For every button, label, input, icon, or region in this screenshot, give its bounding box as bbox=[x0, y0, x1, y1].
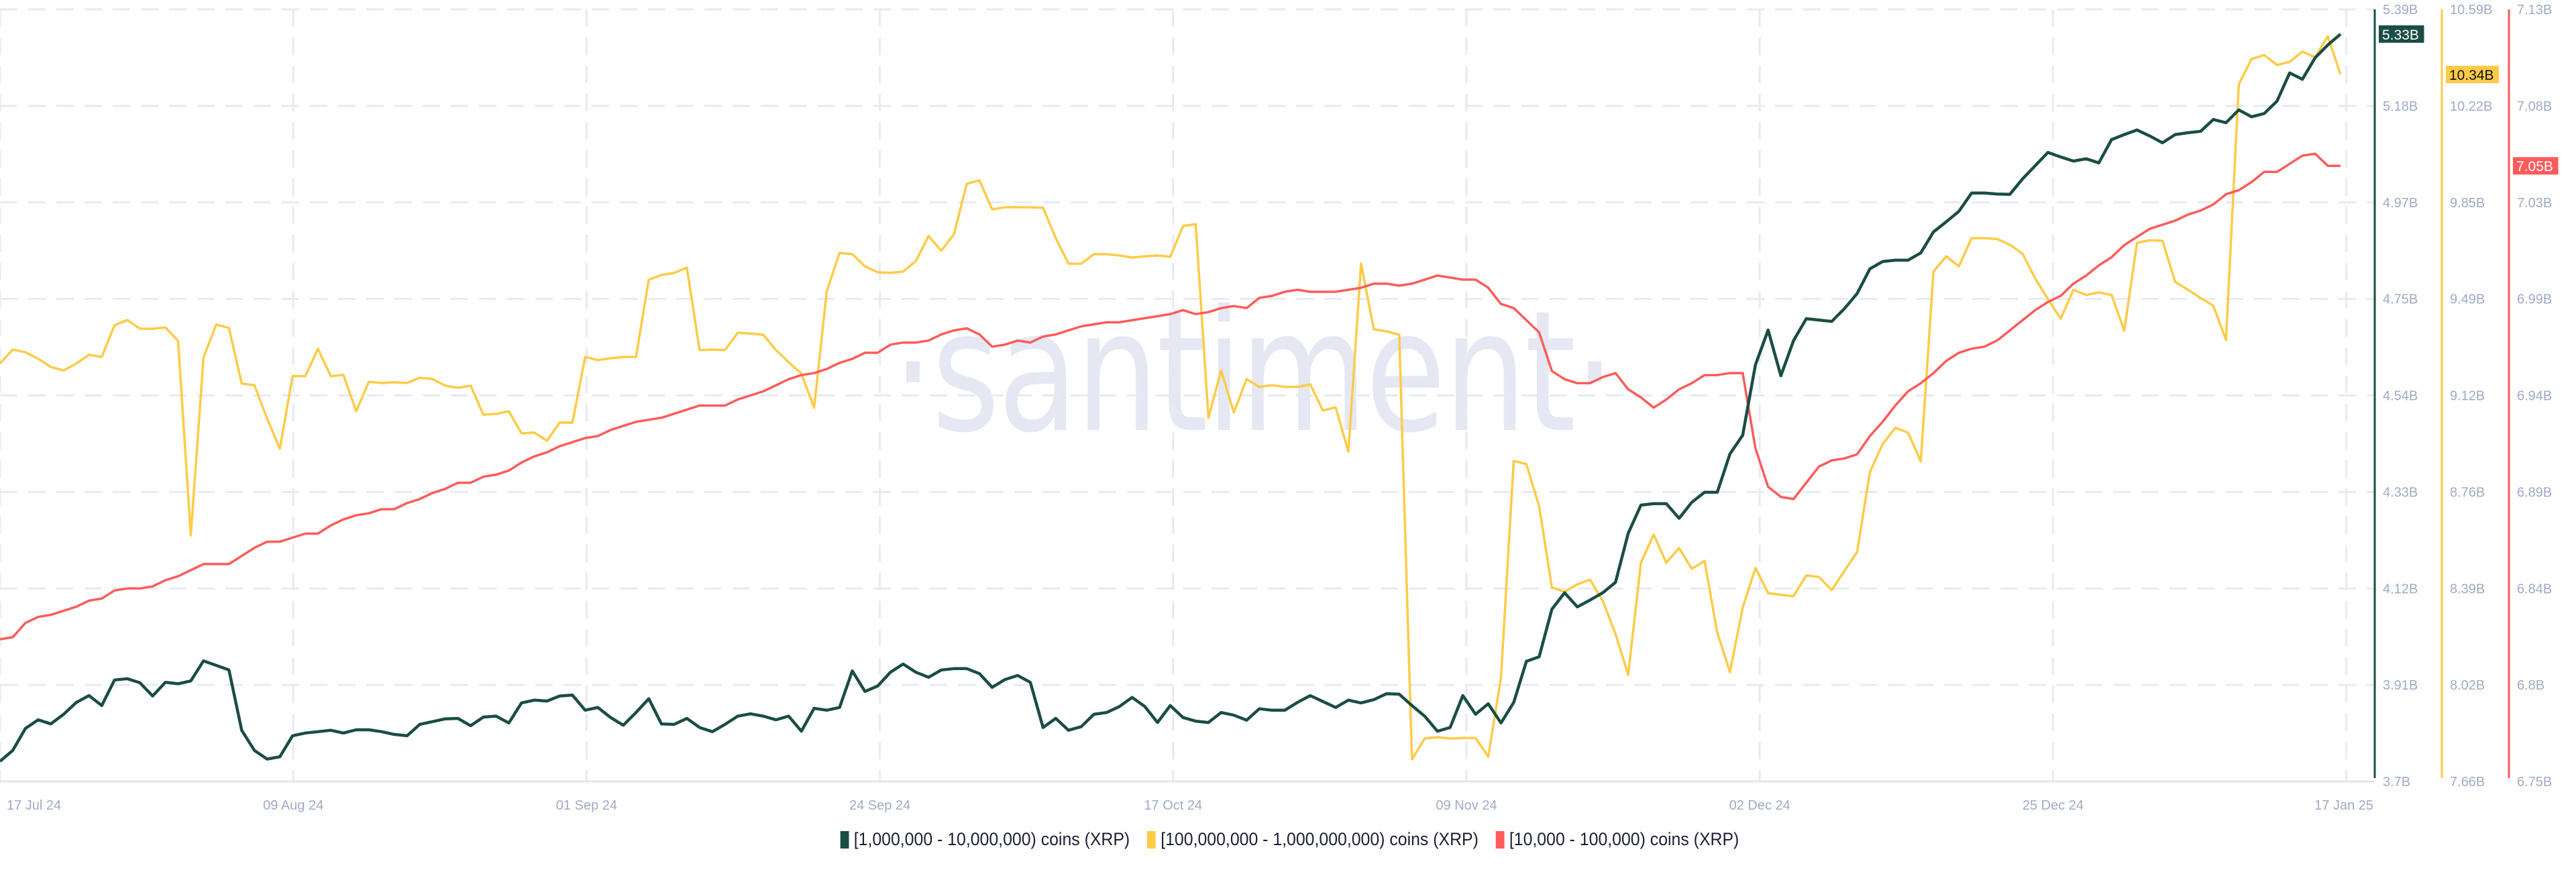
current-value-tag-label: 10.34B bbox=[2449, 68, 2494, 83]
current-value-tag-label: 7.05B bbox=[2516, 159, 2553, 174]
y-axis-tick-label: 3.7B bbox=[2383, 775, 2410, 789]
y-axis-tick-label: 4.97B bbox=[2383, 196, 2418, 211]
y-axis-tick-label: 6.89B bbox=[2517, 485, 2552, 500]
current-value-tag-label: 5.33B bbox=[2382, 28, 2419, 43]
current-value-tag bbox=[2446, 66, 2499, 84]
y-axis-tick-label: 4.33B bbox=[2383, 485, 2418, 500]
y-axis-tick-label: 10.59B bbox=[2450, 3, 2492, 17]
y-axis-tick-label: 9.85B bbox=[2450, 196, 2485, 211]
y-axis-tick-label: 7.13B bbox=[2517, 3, 2552, 17]
legend-label: [1,000,000 - 10,000,000) coins (XRP) bbox=[853, 829, 1130, 849]
y-axis-tick-label: 8.39B bbox=[2450, 582, 2485, 596]
y-axis-tick-label: 6.75B bbox=[2517, 775, 2552, 789]
x-axis-date-label: 17 Jan 25 bbox=[2314, 798, 2373, 813]
x-axis-date-label: 17 Oct 24 bbox=[1144, 798, 1202, 813]
y-axis-tick-label: 6.84B bbox=[2517, 582, 2552, 596]
y-axis-tick-label: 9.49B bbox=[2450, 292, 2485, 307]
legend-item-1m-10m[interactable]: [1,000,000 - 10,000,000) coins (XRP) bbox=[840, 829, 1130, 850]
x-axis-date-label: 25 Dec 24 bbox=[2023, 798, 2084, 813]
series-line-2 bbox=[0, 152, 2341, 641]
legend-swatch-red bbox=[1495, 830, 1505, 849]
y-axis-tick-label: 6.8B bbox=[2517, 678, 2544, 693]
y-axis-tick-label: 7.03B bbox=[2517, 196, 2552, 211]
y-axis-tick-label: 10.22B bbox=[2450, 99, 2492, 114]
x-axis-labels: 17 Jul 24 09 Aug 24 01 Sep 24 24 Sep 24 17 O… bbox=[7, 798, 2373, 813]
current-value-tag bbox=[2379, 25, 2424, 43]
x-axis-date-label: 24 Sep 24 bbox=[849, 798, 910, 813]
legend-item-100m-1b[interactable]: [100,000,000 - 1,000,000,000) coins (XRP… bbox=[1146, 829, 1479, 850]
y-axes: 5.39B 5.18B 4.97B 4.75B 4.54B 4.33B 4.12B 3.91B… bbox=[2373, 3, 2559, 789]
y-axis-tick-label: 6.99B bbox=[2517, 292, 2552, 307]
y-axis-tick-label: 4.54B bbox=[2383, 389, 2418, 404]
legend-label: [10,000 - 100,000) coins (XRP) bbox=[1509, 829, 1739, 849]
legend-swatch-green bbox=[840, 830, 849, 849]
series-line-0 bbox=[0, 33, 2342, 763]
y-axis-tick-label: 6.94B bbox=[2517, 389, 2552, 404]
legend-swatch-yellow bbox=[1146, 830, 1156, 849]
legend-item-10k-100k[interactable]: [10,000 - 100,000) coins (XRP) bbox=[1495, 829, 1739, 850]
y-axis-tick-label: 3.91B bbox=[2383, 678, 2418, 693]
y-axis-tick-label: 5.39B bbox=[2383, 3, 2418, 17]
y-axis-tick-label: 9.12B bbox=[2450, 389, 2485, 404]
current-value-tag bbox=[2513, 157, 2559, 175]
legend-label: [100,000,000 - 1,000,000,000) coins (XRP… bbox=[1161, 829, 1479, 849]
y-axis-tick-label: 5.18B bbox=[2383, 99, 2418, 114]
x-axis-date-label: 09 Nov 24 bbox=[1436, 798, 1497, 813]
series-lines bbox=[0, 33, 2342, 763]
series-line-1 bbox=[0, 35, 2342, 761]
x-axis-date-label: 02 Dec 24 bbox=[1729, 798, 1790, 813]
x-axis-date-label: 17 Jul 24 bbox=[7, 798, 61, 813]
y-axis-tick-label: 8.76B bbox=[2450, 485, 2485, 500]
y-axis-tick-label: 7.66B bbox=[2450, 775, 2485, 789]
gridlines bbox=[0, 8, 2375, 783]
x-axis-date-label: 01 Sep 24 bbox=[556, 798, 617, 813]
x-axis-date-label: 09 Aug 24 bbox=[263, 798, 323, 813]
y-axis-tick-label: 4.12B bbox=[2383, 582, 2418, 596]
y-axis-tick-label: 7.08B bbox=[2517, 99, 2552, 114]
y-axis-tick-label: 8.02B bbox=[2450, 678, 2485, 693]
y-axis-tick-label: 4.75B bbox=[2383, 292, 2418, 307]
legend: [1,000,000 - 10,000,000) coins (XRP) [10… bbox=[105, 829, 2475, 850]
